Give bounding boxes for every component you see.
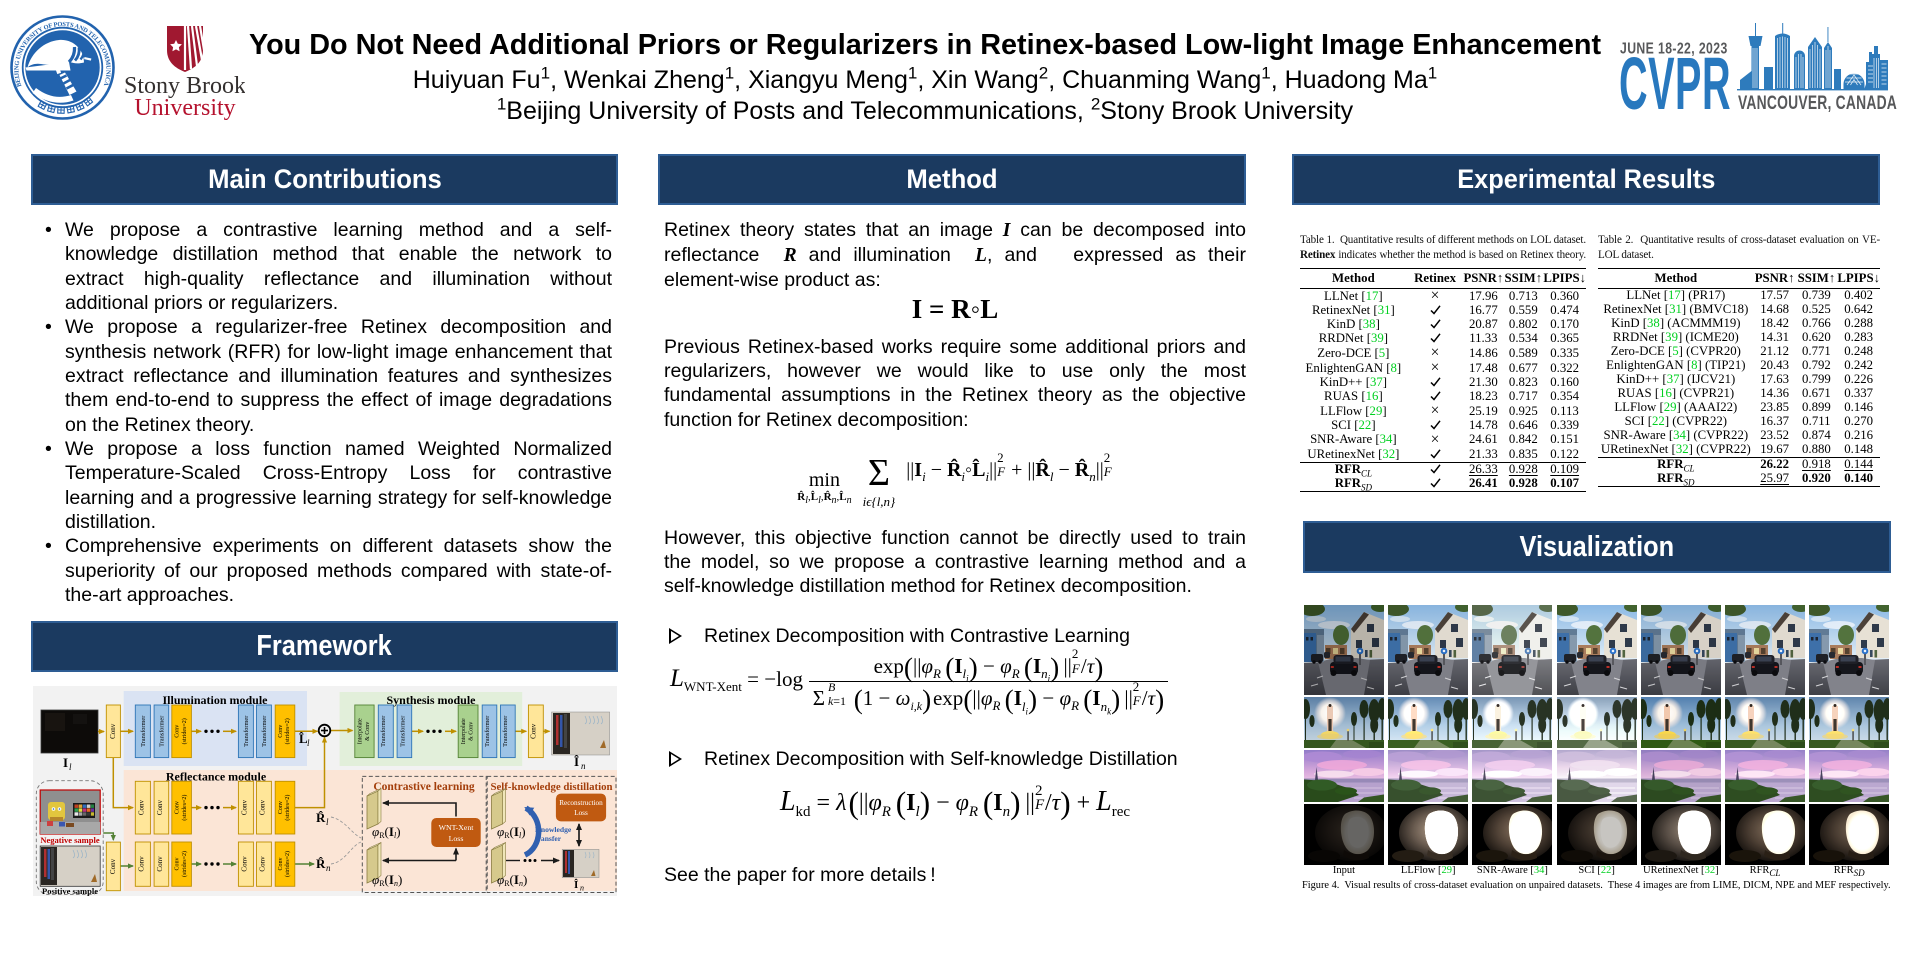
svg-text:Transformer: Transformer [261, 715, 268, 747]
svg-text:Conv: Conv [175, 725, 181, 738]
svg-text:l: l [69, 762, 72, 772]
svg-text:Conv: Conv [175, 857, 181, 870]
svg-text:Synthesis module: Synthesis module [386, 693, 476, 707]
svg-text:Interpolate: Interpolate [461, 718, 467, 744]
svg-text:Transformer: Transformer [502, 715, 509, 747]
svg-text:φR(In): φR(In) [497, 872, 527, 888]
svg-text:Stony Brook: Stony Brook [125, 73, 245, 99]
svg-text:Î: Î [574, 754, 579, 769]
svg-text:(strides=2): (strides=2) [181, 851, 188, 877]
svg-text:Conv: Conv [278, 857, 284, 870]
svg-text:Conv: Conv [138, 800, 146, 816]
svg-text:Contrastive learning: Contrastive learning [373, 781, 475, 793]
svg-text:Conv: Conv [109, 723, 117, 739]
svg-text:(strides=2): (strides=2) [284, 795, 291, 821]
svg-text:Reconstruction: Reconstruction [559, 799, 603, 807]
svg-text:Self-knowledge distillation: Self-knowledge distillation [490, 781, 612, 793]
svg-text:University: University [134, 95, 235, 120]
svg-text:& Conv: & Conv [469, 722, 475, 741]
svg-text:Transformer: Transformer [140, 715, 147, 747]
svg-text:Transformer: Transformer [243, 715, 250, 747]
svg-text:L̂: L̂ [298, 731, 308, 746]
svg-text:Loss: Loss [449, 834, 464, 843]
svg-text:WNT-Xent: WNT-Xent [439, 823, 475, 832]
svg-text:Conv: Conv [278, 801, 284, 814]
svg-text:n: n [580, 884, 584, 893]
svg-text:n: n [326, 863, 331, 873]
svg-text:Conv: Conv [530, 723, 538, 739]
svg-text:transfer: transfer [535, 834, 562, 843]
svg-text:Conv: Conv [156, 800, 164, 816]
svg-text:Positive sample: Positive sample [42, 886, 98, 896]
svg-text:Conv: Conv [278, 725, 284, 738]
svg-text:φR(In): φR(In) [372, 872, 402, 888]
svg-text:Conv: Conv [156, 856, 164, 872]
svg-text:l: l [326, 817, 329, 827]
svg-text:(strides=2): (strides=2) [181, 718, 188, 744]
svg-text:Conv: Conv [109, 858, 117, 874]
svg-text:Transformer: Transformer [400, 715, 407, 747]
svg-text:l: l [307, 738, 310, 748]
svg-text:Illumination module: Illumination module [162, 693, 268, 707]
svg-text:n: n [581, 761, 586, 771]
svg-text:VANCOUVER, CANADA: VANCOUVER, CANADA [1738, 92, 1897, 114]
svg-text:φR(Il): φR(Il) [372, 824, 401, 840]
svg-text:(strides=2): (strides=2) [284, 718, 291, 744]
svg-text:Negative sample: Negative sample [40, 835, 99, 845]
svg-text:R̂: R̂ [316, 810, 326, 825]
svg-text:(strides=2): (strides=2) [181, 795, 188, 821]
svg-text:Conv: Conv [138, 856, 146, 872]
svg-text:Transformer: Transformer [159, 715, 166, 747]
svg-text:Interpolate: Interpolate [358, 718, 364, 744]
svg-text:CVPR: CVPR [1619, 42, 1731, 115]
svg-text:I: I [63, 755, 68, 770]
svg-text:R̂: R̂ [316, 856, 326, 871]
svg-text:Loss: Loss [574, 809, 588, 817]
svg-text:Conv: Conv [241, 856, 249, 872]
svg-text:Transformer: Transformer [484, 715, 491, 747]
svg-text:Knowledge: Knowledge [535, 825, 572, 834]
svg-text:Î: Î [574, 879, 578, 891]
svg-text:Conv: Conv [259, 856, 267, 872]
svg-text:& Conv: & Conv [365, 722, 371, 741]
svg-text:Conv: Conv [175, 801, 181, 814]
svg-text:Conv: Conv [241, 800, 249, 816]
svg-text:Transformer: Transformer [380, 715, 387, 747]
svg-text:JUNE 18-22, 2023: JUNE 18-22, 2023 [1620, 39, 1728, 57]
svg-text:Reflectance module: Reflectance module [166, 770, 267, 784]
svg-text:(strides=2): (strides=2) [284, 851, 291, 877]
svg-text:Conv: Conv [259, 800, 267, 816]
svg-text:φR(Il): φR(Il) [497, 824, 526, 840]
